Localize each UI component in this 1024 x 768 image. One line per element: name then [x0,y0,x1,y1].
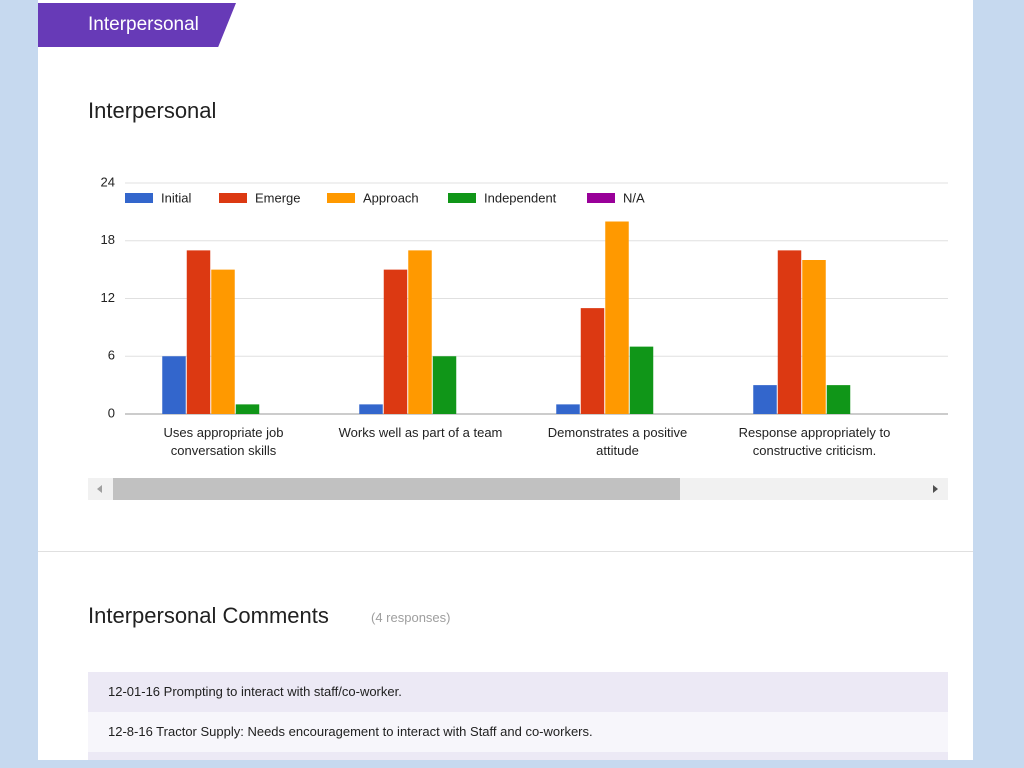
comment-row: 12-8-16 Tractor Supply: Needs encouragem… [88,712,948,752]
comments-title: Interpersonal Comments [88,603,329,628]
legend-label: Independent [484,190,557,205]
scroll-right[interactable] [933,485,938,493]
legend-swatch [327,193,355,203]
bar [802,260,826,414]
bar [605,221,629,414]
x-tick-label: Demonstrates a positive attitude [547,425,688,458]
legend-label: Initial [161,190,191,205]
bar [359,404,383,414]
scrollbar-thumb[interactable] [113,478,680,500]
bar [777,250,802,414]
bar [408,250,432,414]
legend-label: N/A [623,190,645,205]
bar [432,356,457,414]
legend-swatch [587,193,615,203]
y-tick-label: 6 [108,348,115,363]
bar [753,385,777,414]
section-tab[interactable]: Interpersonal [38,3,236,47]
response-count: (4 responses) [371,610,451,625]
divider [38,551,973,552]
y-tick-label: 24 [101,174,115,189]
scroll-arrows[interactable] [88,478,948,500]
y-tick-label: 12 [101,290,115,305]
legend-label: Approach [363,190,419,205]
x-tick-label: Re [926,424,949,442]
legend-swatch [219,193,247,203]
bar [580,308,605,414]
bar [629,346,654,414]
comment-row: 12-01-16 Prompting to interact with staf… [88,672,948,712]
y-tick-label: 0 [108,405,115,420]
x-tick-label: Uses appropriate job conversation skills [163,425,284,458]
chart-svg: 0 6 12 18 24 Initial Emerge Approach Independent… [101,174,948,420]
chart: 0 6 12 18 24 Initial Emerge Approach Independent… [88,170,948,470]
bar [383,269,408,414]
bar [826,385,851,414]
scroll-left[interactable] [97,485,102,493]
bar [556,404,580,414]
legend-label: Emerge [255,190,301,205]
bar [235,404,260,414]
chart-title: Interpersonal [88,98,217,123]
bar [211,269,235,414]
legend-swatch [125,193,153,203]
legend-swatch [448,193,476,203]
x-tick-label: Works well as part of a team [338,425,503,440]
comment-row-partial [88,752,948,760]
bar [186,250,211,414]
x-tick-label: Response appropriately to constructive c… [738,425,891,458]
bar [162,356,186,414]
y-tick-label: 18 [101,232,115,247]
